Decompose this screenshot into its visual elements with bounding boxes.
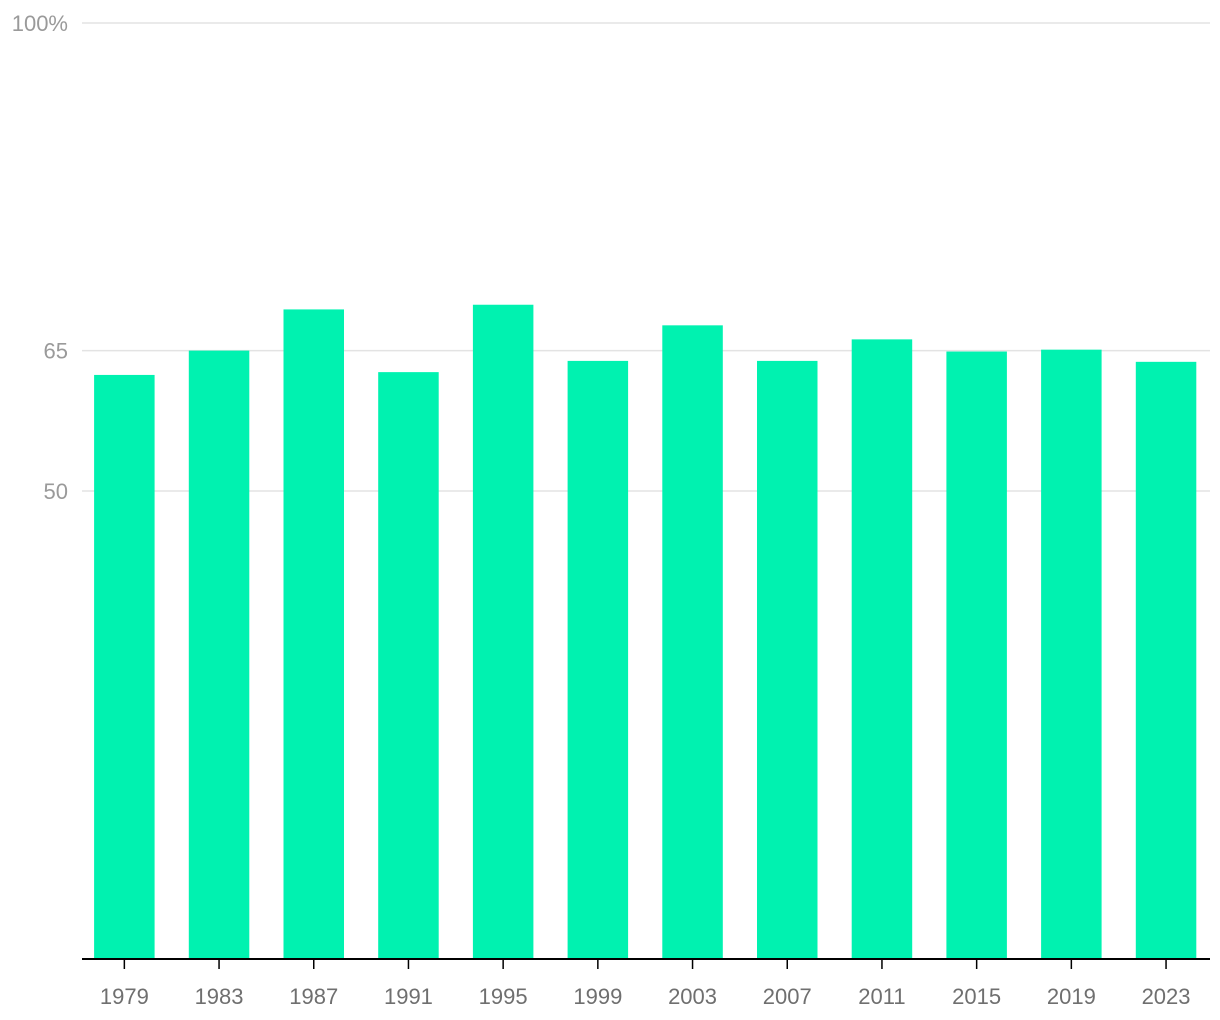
bar [378, 372, 439, 959]
bar [757, 360, 818, 959]
y-axis-labels: 100% 65 50 [12, 11, 68, 504]
x-tick-label: 1979 [100, 984, 149, 1009]
bar [946, 351, 1007, 959]
x-tick-label: 1995 [479, 984, 528, 1009]
y-tick-label: 50 [44, 479, 68, 504]
x-tick-label: 1987 [289, 984, 338, 1009]
x-tick-label: 2007 [763, 984, 812, 1009]
x-tick-label: 1991 [384, 984, 433, 1009]
x-tick-label: 2015 [952, 984, 1001, 1009]
x-tick-label: 1999 [573, 984, 622, 1009]
bar [851, 339, 913, 959]
y-tick-label: 65 [44, 339, 68, 364]
x-tick-label: 2011 [858, 984, 905, 1009]
bar [1135, 361, 1197, 959]
bar [188, 350, 250, 960]
x-axis: 1979 1983 1987 1991 1995 1999 2003 2007 2011 2015… [82, 958, 1210, 1009]
bar [1041, 349, 1102, 959]
bar [567, 360, 629, 959]
x-tick-label: 2019 [1047, 984, 1096, 1009]
y-tick-label: 100% [12, 11, 68, 36]
x-tick-label: 2003 [668, 984, 717, 1009]
bar [94, 374, 155, 959]
x-tick-label: 2023 [1142, 984, 1191, 1009]
bar [472, 304, 534, 960]
bars [94, 304, 1197, 960]
x-tick-label: 1983 [195, 984, 244, 1009]
bar [283, 309, 344, 959]
bar [662, 325, 723, 959]
gridlines [82, 22, 1210, 492]
